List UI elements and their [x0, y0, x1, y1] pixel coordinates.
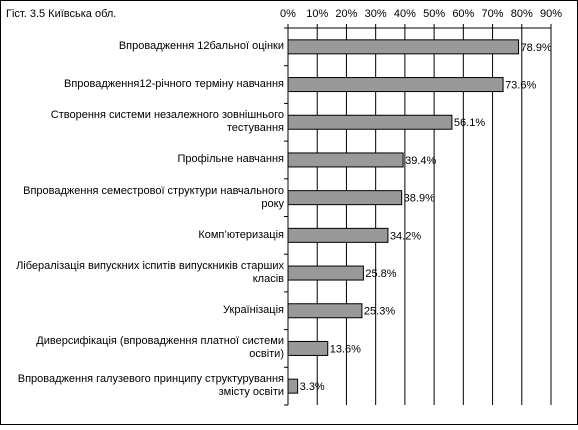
x-tick-label: 50% — [423, 8, 445, 20]
bar — [287, 378, 299, 394]
category-label-box: Створення системи незалежного зовнішньог… — [50, 109, 284, 135]
category-label-box: Профільне навчання — [177, 153, 284, 166]
category-label: Лібералізація випускних іспитів випускни… — [16, 260, 284, 286]
category-label-box: Впровадження 12бальної оцінки — [118, 40, 284, 53]
category-label-box: Диверсифікація (впровадження платної сис… — [36, 335, 284, 361]
value-label: 25.8% — [365, 268, 396, 280]
category-label-box: Українізація — [223, 304, 284, 317]
x-tick-label: 30% — [365, 8, 387, 20]
category-label-box: Впровадження12-річного терміну навчання — [64, 78, 284, 91]
category-label-box: Комп’ютеризація — [198, 228, 284, 241]
value-label: 3.3% — [300, 381, 325, 393]
x-tick-label: 90% — [540, 8, 562, 20]
value-label: 39.4% — [405, 155, 436, 167]
value-label: 13.6% — [330, 343, 361, 355]
category-label: Створення системи незалежного зовнішньог… — [50, 109, 284, 135]
chart-title: Гіст. 3.5 Київська обл. — [6, 8, 116, 20]
category-label: Впровадження12-річного терміну навчання — [64, 78, 284, 91]
x-tick-label: 0% — [280, 8, 296, 20]
category-label-box: Впровадження галузевого принципу структу… — [17, 373, 284, 399]
category-label: Впровадження галузевого принципу структу… — [17, 373, 284, 399]
bar — [287, 190, 403, 206]
value-label: 34.2% — [390, 230, 421, 242]
category-label: Комп’ютеризація — [198, 228, 284, 241]
bar — [287, 152, 404, 168]
x-tick-label: 10% — [306, 8, 328, 20]
x-tick-label: 60% — [452, 8, 474, 20]
value-label: 25.3% — [364, 306, 395, 318]
bar — [287, 340, 329, 356]
x-tick-label: 40% — [394, 8, 416, 20]
category-label: Українізація — [223, 304, 284, 317]
x-tick-label: 80% — [511, 8, 533, 20]
category-label-box: Впровадження семестрової структури навча… — [23, 184, 284, 210]
value-label: 38.9% — [404, 193, 435, 205]
bar — [287, 303, 363, 319]
category-label: Профільне навчання — [177, 153, 284, 166]
x-tick-label: 20% — [335, 8, 357, 20]
bar — [287, 39, 520, 55]
value-label: 73.6% — [505, 79, 536, 91]
category-label: Впровадження 12бальної оцінки — [118, 40, 284, 53]
bar — [287, 227, 389, 243]
bar — [287, 114, 453, 130]
category-label: Диверсифікація (впровадження платної сис… — [36, 335, 284, 361]
category-label: Впровадження семестрової структури навча… — [23, 184, 284, 210]
bar — [287, 77, 504, 93]
category-label-box: Лібералізація випускних іспитів випускни… — [16, 260, 284, 286]
x-tick-label: 70% — [482, 8, 504, 20]
bar — [287, 265, 364, 281]
value-label: 56.1% — [454, 117, 485, 129]
value-label: 78.9% — [521, 42, 552, 54]
